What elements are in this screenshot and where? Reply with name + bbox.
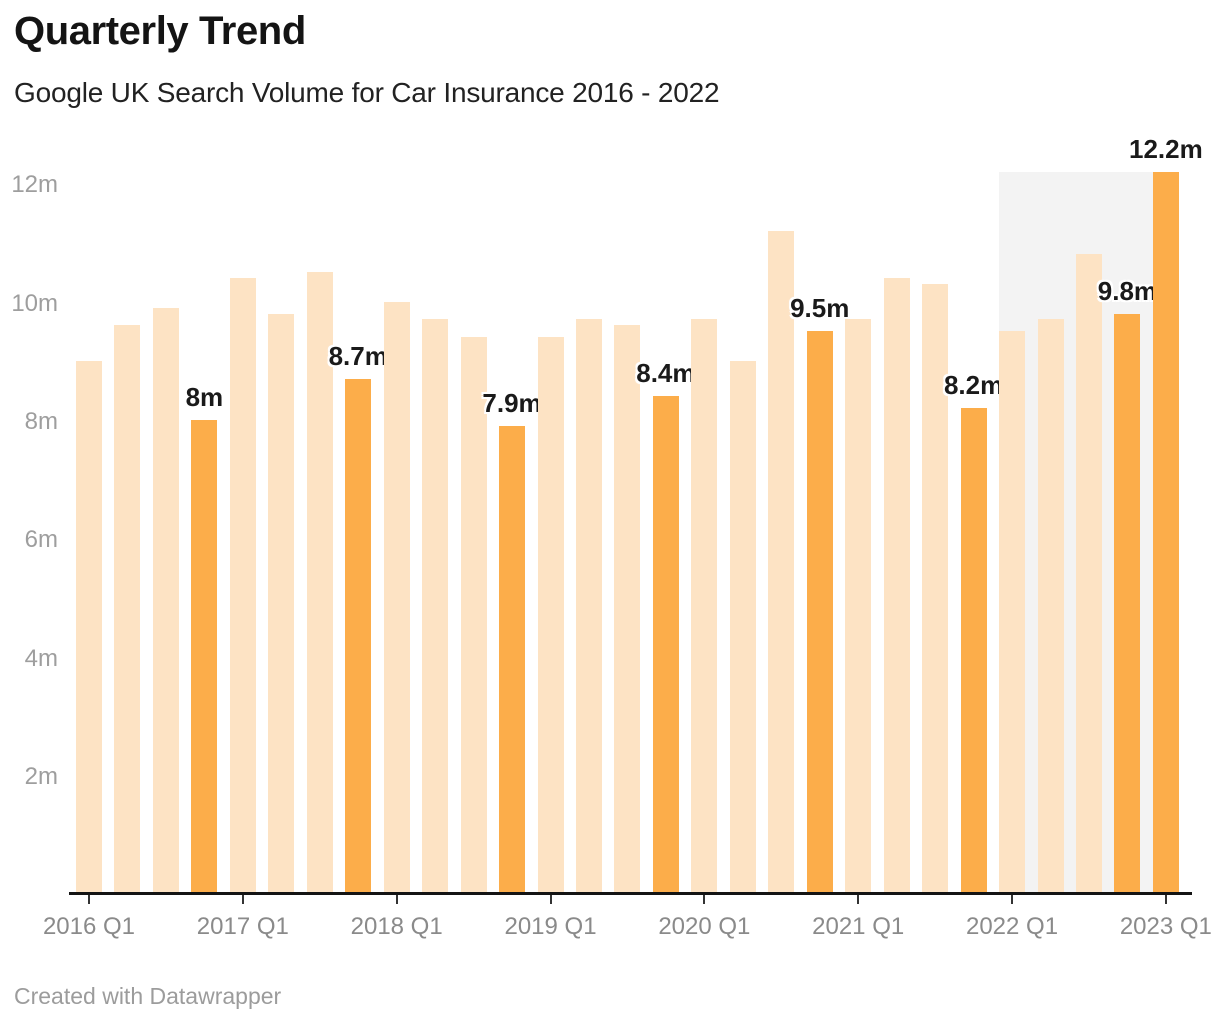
- bar-2017-q3[interactable]: [306, 272, 333, 894]
- x-axis-tick: [549, 895, 552, 904]
- bar-2021-q1[interactable]: [845, 319, 872, 894]
- bar-2016-q2[interactable]: [114, 325, 141, 894]
- bar-2021-q3[interactable]: [922, 283, 949, 894]
- x-axis-label: 2018 Q1: [350, 913, 443, 940]
- chart-title: Quarterly Trend: [14, 9, 306, 53]
- bar-2020-q3[interactable]: [768, 230, 795, 894]
- bar-2017-q2[interactable]: [268, 313, 295, 894]
- attribution: Created with Datawrapper: [14, 983, 282, 1009]
- y-axis-label: 4m: [24, 644, 58, 672]
- bar-2021-q4[interactable]: [960, 408, 987, 894]
- x-axis-tick: [241, 895, 244, 904]
- x-axis-label: 2023 Q1: [1119, 913, 1212, 940]
- x-axis-tick: [703, 895, 706, 904]
- bar-2016-q3[interactable]: [152, 307, 179, 894]
- bar-2018-q1[interactable]: [383, 301, 410, 894]
- bar-2018-q4[interactable]: [499, 425, 526, 894]
- x-axis-label: 2019 Q1: [504, 913, 597, 940]
- value-label: 8.4m: [636, 358, 696, 389]
- bar-2016-q4[interactable]: [191, 420, 218, 894]
- y-axis-label: 2m: [24, 762, 58, 790]
- x-axis-tick: [395, 895, 398, 904]
- bar-2023-q1[interactable]: [1152, 171, 1179, 894]
- chart-subtitle: Google UK Search Volume for Car Insuranc…: [14, 77, 720, 108]
- bar-2022-q2[interactable]: [1037, 319, 1064, 894]
- x-axis-line: [69, 892, 1192, 895]
- value-label: 9.5m: [790, 293, 850, 324]
- bar-2019-q2[interactable]: [575, 319, 602, 894]
- y-axis-label: 10m: [11, 289, 58, 317]
- bar-2022-q3[interactable]: [1075, 254, 1102, 894]
- x-axis-label: 2022 Q1: [965, 913, 1059, 940]
- x-axis-label: 2017 Q1: [196, 913, 289, 940]
- y-axis-label: 12m: [11, 171, 58, 199]
- x-axis-tick: [88, 895, 90, 904]
- bar-2017-q4[interactable]: [345, 378, 372, 894]
- value-label: 8m: [185, 382, 224, 413]
- x-axis-label: 2021 Q1: [812, 913, 905, 940]
- bar-2017-q1[interactable]: [229, 278, 256, 894]
- bar-2020-q4[interactable]: [806, 331, 833, 894]
- bar-2019-q1[interactable]: [537, 337, 564, 894]
- x-axis-label: 2016 Q1: [42, 913, 136, 940]
- x-axis-tick: [857, 895, 860, 904]
- y-axis-label: 8m: [24, 408, 58, 436]
- bar-2022-q4[interactable]: [1114, 313, 1141, 894]
- value-label: 7.9m: [482, 387, 542, 418]
- value-label: 9.8m: [1097, 275, 1158, 306]
- bar-2019-q3[interactable]: [614, 325, 641, 894]
- value-label: 8.2m: [943, 370, 1004, 401]
- x-axis-label: 2020 Q1: [658, 913, 751, 940]
- x-axis-tick: [1011, 895, 1014, 904]
- bar-2022-q1[interactable]: [999, 331, 1026, 894]
- bar-2016-q1[interactable]: [76, 360, 102, 894]
- bar-2018-q3[interactable]: [460, 337, 487, 894]
- bar-2021-q2[interactable]: [883, 278, 910, 894]
- bar-2020-q1[interactable]: [691, 319, 718, 894]
- bar-2018-q2[interactable]: [422, 319, 449, 894]
- bar-2019-q4[interactable]: [652, 396, 679, 894]
- x-axis-tick: [1164, 895, 1167, 904]
- value-label: 8.7m: [328, 340, 388, 371]
- bar-2020-q2[interactable]: [729, 360, 756, 894]
- value-label: 12.2m: [1129, 133, 1203, 164]
- y-axis-label: 6m: [24, 526, 58, 554]
